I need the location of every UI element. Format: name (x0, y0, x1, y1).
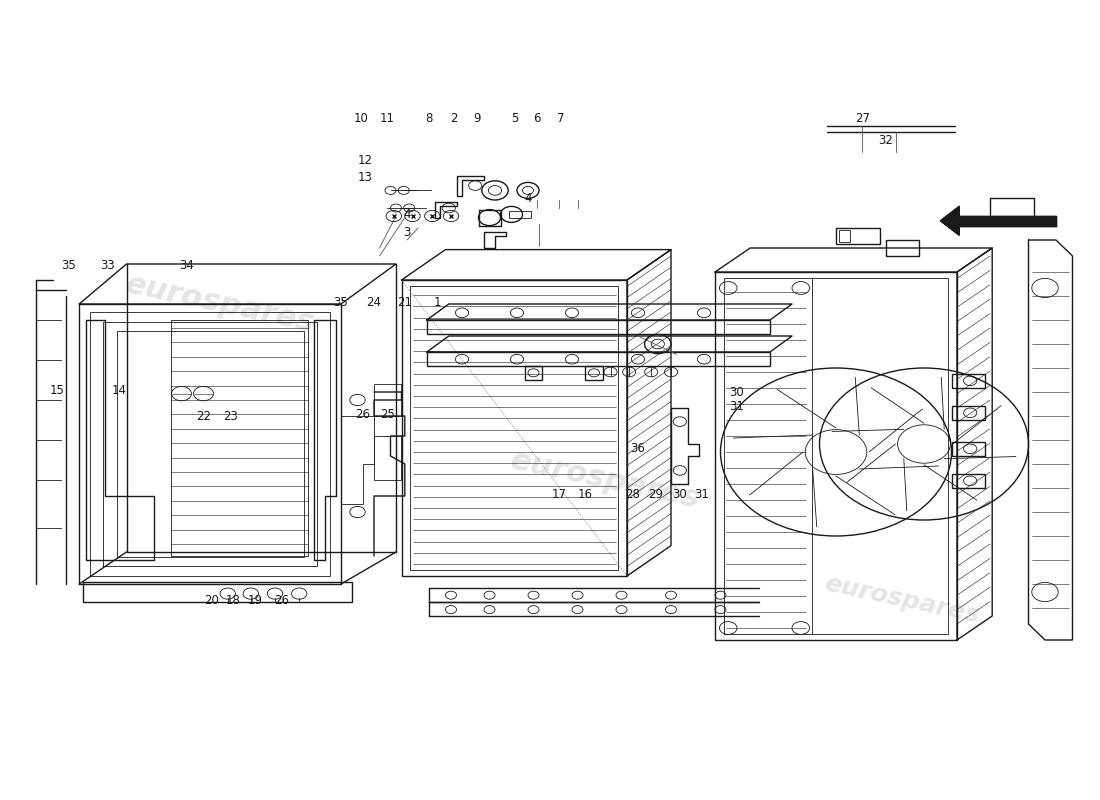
Text: 10: 10 (353, 112, 369, 125)
Bar (427, 352, 770, 366)
Polygon shape (940, 206, 959, 235)
Text: 20: 20 (204, 594, 219, 606)
Text: 31: 31 (729, 400, 745, 413)
Text: 7: 7 (558, 112, 564, 125)
Bar (82, 582, 352, 602)
Text: 4: 4 (404, 208, 410, 221)
Text: 9: 9 (474, 112, 481, 125)
Text: eurospares: eurospares (822, 572, 982, 628)
Text: 14: 14 (111, 384, 126, 397)
Text: 16: 16 (578, 488, 593, 501)
Bar (585, 366, 603, 380)
Text: 24: 24 (366, 296, 382, 309)
Text: 32: 32 (878, 134, 893, 146)
Bar (509, 211, 531, 218)
Bar (952, 442, 984, 456)
Text: 25: 25 (379, 408, 395, 421)
Text: 34: 34 (179, 259, 195, 272)
Text: 30: 30 (729, 386, 745, 398)
Text: eurospares: eurospares (123, 270, 317, 338)
Bar (836, 228, 880, 244)
Text: 29: 29 (648, 488, 663, 501)
Bar (402, 280, 627, 576)
Text: 8: 8 (426, 112, 432, 125)
Bar (952, 474, 984, 488)
Bar (952, 374, 984, 388)
Text: 22: 22 (196, 410, 211, 422)
Bar (410, 286, 618, 570)
Text: 19: 19 (248, 594, 263, 606)
Bar (374, 436, 401, 480)
Text: 35: 35 (60, 259, 76, 272)
Bar (839, 230, 850, 242)
Text: 35: 35 (333, 296, 349, 309)
Bar (715, 272, 957, 640)
Text: 11: 11 (379, 112, 395, 125)
Polygon shape (959, 216, 1056, 226)
Bar (990, 198, 1034, 218)
Text: 1: 1 (434, 296, 441, 309)
Text: 23: 23 (223, 410, 239, 422)
Text: 33: 33 (100, 259, 116, 272)
Text: 36: 36 (630, 442, 646, 454)
Text: 6: 6 (534, 112, 540, 125)
Text: 17: 17 (551, 488, 566, 501)
Bar (170, 320, 308, 556)
Text: 13: 13 (358, 171, 373, 184)
Text: 2: 2 (451, 112, 458, 125)
Bar (427, 320, 770, 334)
Text: 30: 30 (672, 488, 688, 501)
Text: 15: 15 (50, 384, 65, 397)
Text: 26: 26 (355, 408, 371, 421)
Text: 21: 21 (397, 296, 412, 309)
Bar (724, 278, 948, 634)
Bar (886, 240, 918, 256)
Text: 31: 31 (694, 488, 710, 501)
Text: 26: 26 (274, 594, 289, 606)
Text: 5: 5 (512, 112, 518, 125)
Text: 18: 18 (226, 594, 241, 606)
Text: 27: 27 (855, 112, 870, 125)
Text: 3: 3 (404, 226, 410, 238)
Text: 28: 28 (625, 488, 640, 501)
Text: 12: 12 (358, 154, 373, 166)
Bar (374, 384, 401, 416)
Text: 4: 4 (525, 192, 531, 205)
Text: eurospares: eurospares (508, 446, 702, 514)
Bar (952, 406, 984, 420)
Bar (525, 366, 542, 380)
